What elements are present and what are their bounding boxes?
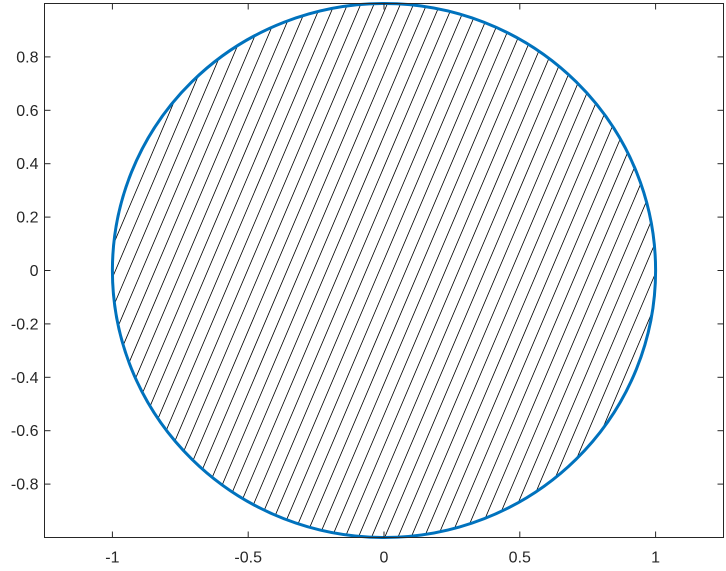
hatch-line [112,3,245,538]
x-tick-label: 1 [651,550,660,567]
y-tick-label: -0.2 [11,316,39,333]
plot-area [44,3,724,538]
hatch-line [112,3,232,538]
hatch-line [112,3,298,538]
y-tick-label: 0.2 [16,210,38,227]
hatch-line [302,3,536,538]
hatch-line [236,3,470,538]
hatch-line [112,3,258,538]
y-tick-label: 0 [30,263,39,280]
hatch-line [184,3,417,538]
hatch-line [289,3,522,538]
hatch-line [316,3,549,538]
hatch-line [250,3,483,538]
hatch-line [223,3,456,538]
hatch-line [170,3,404,538]
plot-background [44,3,724,538]
hatch-line [382,3,615,538]
y-tick-label: -0.4 [11,370,39,387]
hatch-line [514,3,656,538]
hatch-line [210,3,443,538]
hatch-line [355,3,588,538]
x-axis-ticks: -1 -0.5 0 0.5 1 [105,3,660,567]
y-tick-label: 0.4 [16,156,38,173]
hatch-line [487,3,656,538]
x-tick-label: 0 [380,550,389,567]
y-tick-label: -0.6 [11,423,39,440]
x-tick-label: 0.5 [509,550,531,567]
hatch-line [112,3,285,538]
hatch-line [329,3,562,538]
hatch-line [474,3,656,538]
hatch-line [197,3,430,538]
y-tick-label: 0.8 [16,49,38,66]
hatch-line [540,3,656,538]
x-tick-label: -0.5 [234,550,262,567]
y-tick-label: 0.6 [16,103,38,120]
y-axis-ticks: 0.8 0.6 0.4 0.2 0 -0.2 -0.4 -0.6 -0.8 [11,49,724,494]
y-tick-label: -0.8 [11,477,39,494]
hatch-line [527,3,656,538]
hatch-line [276,3,509,538]
hatch-line [157,3,390,538]
x-tick-label: -1 [105,550,119,567]
hatch-line [342,3,575,538]
hatch-line [500,3,656,538]
hatch-line [112,3,272,538]
hatch-line [263,3,496,538]
hatch-line [368,3,602,538]
